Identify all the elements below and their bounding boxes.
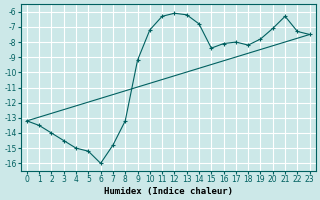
X-axis label: Humidex (Indice chaleur): Humidex (Indice chaleur) (104, 187, 233, 196)
